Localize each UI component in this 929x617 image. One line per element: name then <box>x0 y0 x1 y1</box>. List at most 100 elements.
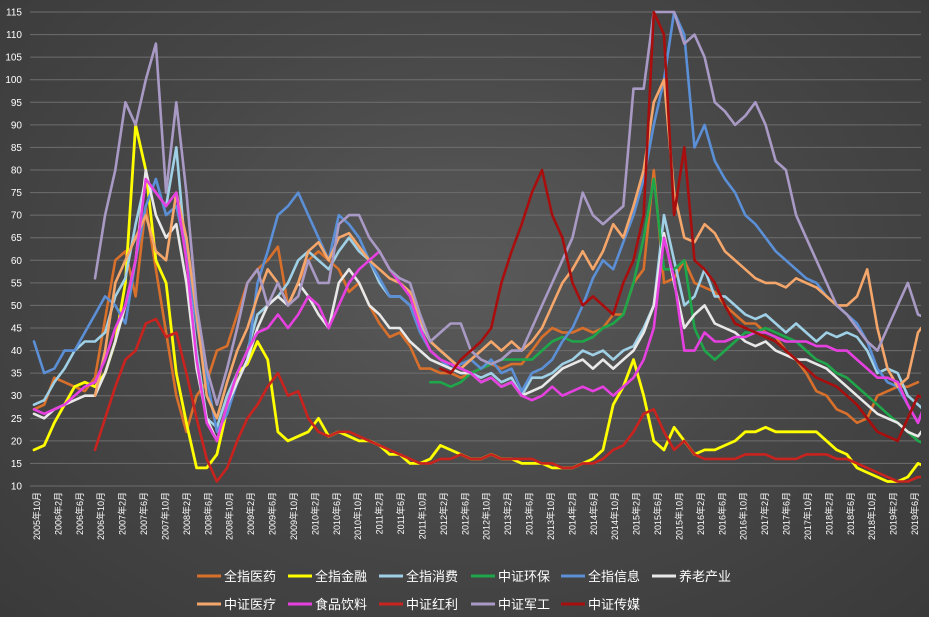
x-tick-label: 2006年10月 <box>95 492 106 540</box>
x-tick-label: 2014年6月 <box>588 492 599 535</box>
x-tick-label: 2010年2月 <box>309 492 320 535</box>
y-tick-label: 95 <box>11 98 23 109</box>
x-tick-label: 2007年6月 <box>138 492 149 535</box>
legend-label: 养老产业 <box>679 569 731 585</box>
x-tick-label: 2016年2月 <box>695 492 706 535</box>
legend-item: 中证红利 <box>379 597 458 613</box>
series-line-7 <box>32 177 921 443</box>
x-tick-label: 2018年10月 <box>866 492 877 540</box>
legend-item: 全指信息 <box>561 569 640 585</box>
y-tick-label: 60 <box>11 256 23 267</box>
y-tick-label: 110 <box>6 30 22 41</box>
y-tick-label: 40 <box>11 346 23 357</box>
series-line-6 <box>93 78 921 420</box>
legend-item: 全指金融 <box>288 569 367 585</box>
x-tick-label: 2015年10月 <box>673 492 684 540</box>
y-tick-label: 35 <box>11 369 23 380</box>
x-tick-label: 2018年2月 <box>823 492 834 535</box>
x-tick-label: 2018年6月 <box>845 492 856 535</box>
x-tick-label: 2008年2月 <box>181 492 192 535</box>
x-axis-ticks: 2005年10月 2006年2月 2006年6月 2006年10月 2007年2月 200… <box>31 492 920 540</box>
y-tick-label: 50 <box>11 301 23 312</box>
series-lines <box>32 10 921 483</box>
x-tick-label: 2009年6月 <box>267 492 278 535</box>
x-tick-label: 2005年10月 <box>31 492 42 540</box>
y-tick-label: 30 <box>11 391 23 402</box>
x-tick-label: 2008年6月 <box>202 492 213 535</box>
y-tick-label: 65 <box>11 233 23 244</box>
series-line-9 <box>93 10 921 406</box>
y-tick-label: 105 <box>5 53 22 64</box>
legend-item: 中证环保 <box>471 570 550 585</box>
x-tick-label: 2013年10月 <box>545 492 556 540</box>
legend-label: 全指金融 <box>315 569 367 585</box>
series-line-2 <box>32 146 921 429</box>
legend-label: 全指信息 <box>588 569 640 585</box>
x-tick-label: 2019年2月 <box>888 492 899 535</box>
x-tick-label: 2016年6月 <box>716 492 727 535</box>
x-tick-label: 2006年6月 <box>74 492 85 535</box>
series-line-3 <box>429 177 921 444</box>
x-tick-label: 2014年2月 <box>566 492 577 535</box>
y-tick-label: 20 <box>11 436 23 447</box>
y-tick-label: 100 <box>5 75 22 86</box>
x-tick-label: 2009年10月 <box>288 492 299 540</box>
legend-label: 中证红利 <box>406 597 458 613</box>
x-tick-label: 2017年10月 <box>802 492 813 540</box>
x-tick-label: 2010年6月 <box>331 492 342 535</box>
legend-item: 食品饮料 <box>288 597 367 613</box>
legend-item: 中证医疗 <box>197 598 276 613</box>
series-line-4 <box>32 10 921 434</box>
x-tick-label: 2013年6月 <box>524 492 535 535</box>
x-tick-label: 2011年10月 <box>416 492 427 539</box>
legend-item: 全指消费 <box>379 569 458 585</box>
gridlines <box>30 11 921 487</box>
x-tick-label: 2012年2月 <box>438 492 449 535</box>
x-tick-label: 2011年6月 <box>395 492 406 534</box>
x-tick-label: 2015年2月 <box>631 492 642 535</box>
x-tick-label: 2016年10月 <box>738 492 749 540</box>
legend-label: 全指消费 <box>406 569 458 585</box>
series-line-8 <box>93 317 921 483</box>
x-tick-label: 2008年10月 <box>224 492 235 540</box>
legend-label: 食品饮料 <box>315 597 367 613</box>
y-tick-label: 115 <box>6 8 22 19</box>
x-tick-label: 2017年6月 <box>781 492 792 535</box>
y-tick-label: 25 <box>11 414 23 425</box>
x-tick-label: 2012年6月 <box>459 492 470 535</box>
y-tick-label: 80 <box>11 166 23 177</box>
legend-label: 中证医疗 <box>224 598 276 613</box>
x-tick-label: 2014年10月 <box>609 492 620 540</box>
x-tick-label: 2013年2月 <box>502 492 513 535</box>
legend-item: 全指医药 <box>197 569 276 585</box>
x-tick-label: 2011年2月 <box>374 492 385 534</box>
legend-label: 中证环保 <box>498 570 550 585</box>
legend-item: 中证传媒 <box>561 598 640 613</box>
series-line-0 <box>32 168 920 434</box>
y-tick-label: 70 <box>11 211 23 222</box>
legend-item: 中证军工 <box>471 598 550 613</box>
x-tick-label: 2015年6月 <box>652 492 663 535</box>
x-tick-label: 2007年2月 <box>117 492 128 535</box>
legend-label: 中证军工 <box>498 598 550 613</box>
x-tick-label: 2006年2月 <box>52 492 63 535</box>
legend-label: 中证传媒 <box>588 598 640 613</box>
y-tick-label: 75 <box>11 188 23 199</box>
y-tick-label: 15 <box>11 459 23 470</box>
x-tick-label: 2012年10月 <box>481 492 492 540</box>
y-axis-ticks: 10 15 20 25 30 35 40 45 50 55 60 65 70 75 80 85 90 95 100 1… <box>5 8 22 493</box>
y-tick-label: 10 <box>11 482 23 493</box>
legend-label: 全指医药 <box>224 569 276 585</box>
x-tick-label: 2017年2月 <box>759 492 770 535</box>
y-tick-label: 90 <box>11 120 23 131</box>
legend-item: 养老产业 <box>652 569 731 585</box>
y-tick-label: 55 <box>11 278 23 289</box>
x-tick-label: 2019年6月 <box>909 492 920 535</box>
x-tick-label: 2007年10月 <box>159 492 170 540</box>
y-tick-label: 85 <box>11 143 23 154</box>
x-tick-label: 2010年10月 <box>352 492 363 540</box>
x-tick-label: 2009年2月 <box>245 492 256 535</box>
